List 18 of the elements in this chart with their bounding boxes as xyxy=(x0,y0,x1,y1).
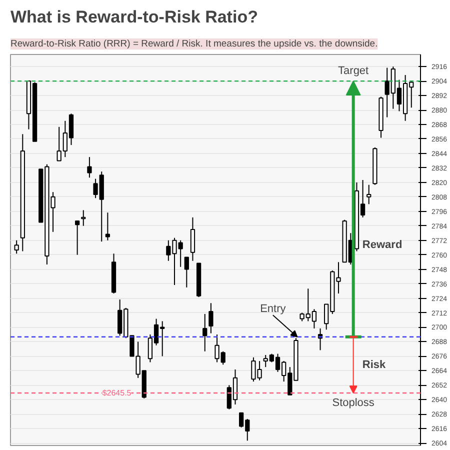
candlestick xyxy=(81,210,86,226)
annotation: Entry xyxy=(260,303,286,316)
annotation: Risk xyxy=(362,358,387,371)
candlestick xyxy=(190,216,196,262)
candlestick xyxy=(366,184,372,205)
chart-title: What is Reward-to-Risk Ratio? xyxy=(10,8,258,26)
candlestick xyxy=(208,302,214,334)
candlestick xyxy=(202,313,208,352)
candlestick xyxy=(105,212,110,241)
annotation: Stoploss xyxy=(332,397,375,410)
chart-subtitle: Reward-to-Risk Ratio (RRR) = Reward / Risk. It measures the upside vs. the downside. xyxy=(10,38,378,50)
candlestick xyxy=(184,256,189,288)
annotation: Target xyxy=(338,65,369,78)
candlestick xyxy=(87,156,92,178)
ref-line-label: $2645.5 xyxy=(102,388,132,398)
candlestick xyxy=(74,220,80,256)
annotation: Reward xyxy=(362,239,402,252)
candlestick xyxy=(14,240,19,254)
